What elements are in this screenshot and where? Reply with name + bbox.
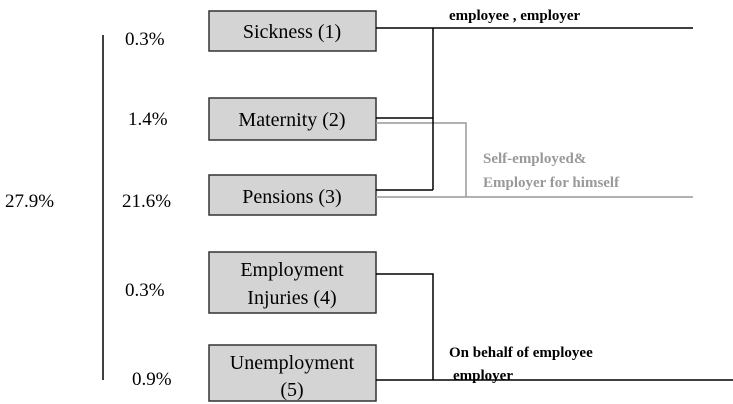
- branch-percent: 0.9%: [132, 369, 172, 390]
- payer-label: employee , employer: [449, 8, 581, 24]
- branch-percent: 1.4%: [128, 109, 168, 130]
- payer-label: employer: [453, 368, 513, 384]
- branch-label: Injuries (4): [247, 287, 336, 309]
- payer-label: Self-employed&: [483, 151, 586, 167]
- payer-label: Employer for himself: [483, 175, 620, 191]
- branch-label: Unemployment: [230, 352, 355, 374]
- connector: [376, 122, 467, 197]
- branch-percent: 21.6%: [122, 191, 171, 212]
- branch-percent: 0.3%: [125, 29, 165, 50]
- branch-box: [208, 251, 377, 314]
- branch-label: Employment: [240, 259, 344, 281]
- branch-box: [208, 97, 377, 141]
- branch-label: (5): [280, 379, 303, 401]
- total-percent: 27.9%: [5, 191, 54, 212]
- branch-percent: 0.3%: [125, 280, 165, 301]
- payer-label: On behalf of employee: [449, 345, 593, 361]
- branch-label: Sickness (1): [243, 21, 341, 43]
- branch-box: [208, 174, 377, 216]
- branch-label: Maternity (2): [238, 109, 345, 131]
- connector: [376, 27, 693, 191]
- connector: [376, 273, 733, 381]
- branch-box: [208, 10, 377, 52]
- branch-box: [208, 344, 377, 402]
- branch-label: Pensions (3): [242, 186, 341, 208]
